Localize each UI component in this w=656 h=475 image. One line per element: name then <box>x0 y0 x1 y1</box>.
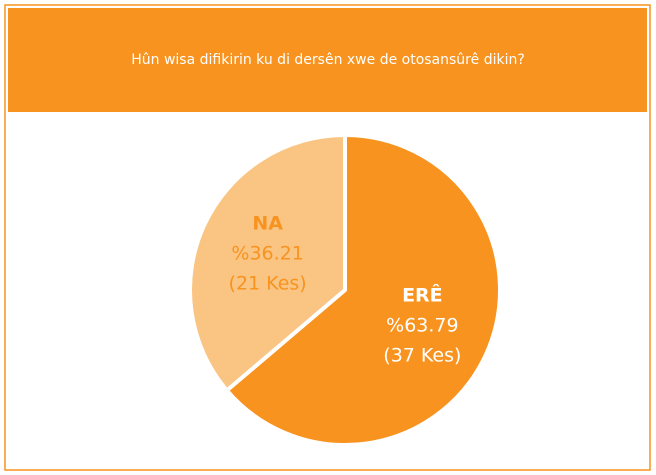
chart-title: Hûn wisa difikirin ku di dersên xwe de o… <box>131 52 525 68</box>
slice-value-label: %63.79 <box>386 314 458 336</box>
header <box>8 8 647 112</box>
slice-value-label: %36.21 <box>231 243 303 265</box>
slice-count-label: (37 Kes) <box>383 344 461 366</box>
pie-slice <box>188 133 347 393</box>
slice-count-label: (21 Kes) <box>229 273 307 295</box>
slice-category: NA <box>252 213 283 235</box>
pie-slice <box>224 133 502 447</box>
frame <box>4 4 651 471</box>
slice-category: ERÊ <box>402 283 443 306</box>
